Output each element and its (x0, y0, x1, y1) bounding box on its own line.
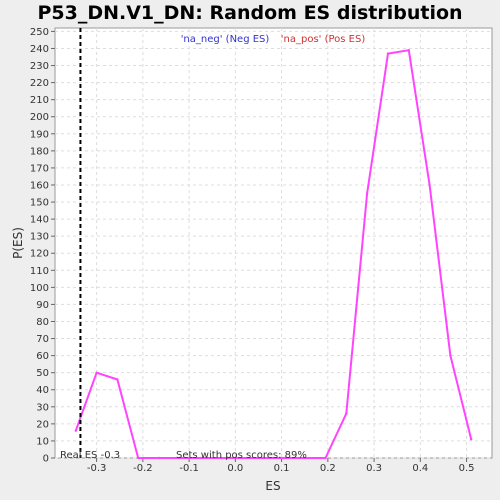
x-tick-label: 0.0 (227, 463, 243, 474)
data-point (261, 456, 265, 460)
data-point (428, 183, 431, 187)
y-tick-label: 40 (36, 385, 49, 396)
series-line (74, 49, 473, 459)
chart-title: P53_DN.V1_DN: Random ES distribution (37, 2, 462, 24)
y-tick-label: 150 (30, 198, 49, 209)
series-layer (74, 48, 473, 460)
data-point (220, 456, 223, 460)
y-tick-label: 80 (36, 317, 49, 328)
data-point (199, 456, 202, 460)
data-point (137, 456, 140, 460)
data-point (116, 378, 119, 381)
data-point (469, 438, 473, 441)
y-tick-label: 110 (30, 266, 49, 277)
y-tick-label: 130 (30, 232, 49, 243)
x-tick-label: -0.2 (133, 463, 153, 474)
y-tick-label: 190 (30, 129, 49, 140)
y-tick-label: 120 (30, 249, 49, 260)
legend-pos-label: 'na_pos' (Pos ES) (281, 34, 366, 45)
y-tick-label: 0 (43, 454, 49, 465)
data-point (282, 456, 286, 460)
y-tick-label: 200 (30, 112, 49, 123)
grid (55, 28, 492, 459)
y-axis-label: P(ES) (11, 227, 25, 259)
data-point (303, 456, 306, 460)
y-tick-label: 140 (30, 215, 49, 226)
y-tick-label: 30 (36, 402, 49, 413)
x-tick-label: 0.3 (366, 463, 382, 474)
data-point (157, 456, 161, 460)
y-tick-label: 70 (36, 334, 49, 345)
pos-scores-annotation: Sets with pos scores: 89% (176, 450, 307, 461)
y-tick-label: 90 (36, 300, 49, 311)
x-tick-label: 0.4 (412, 463, 428, 474)
y-tick-label: 180 (30, 146, 49, 157)
y-tick-label: 160 (30, 180, 49, 191)
y-tick-label: 60 (36, 351, 49, 362)
legend-neg-label: 'na_neg' (Neg ES) (181, 34, 270, 45)
y-tick-label: 100 (30, 283, 49, 294)
y-tick-label: 10 (36, 436, 49, 447)
x-tick-label: 0.2 (320, 463, 336, 474)
data-point (241, 456, 244, 460)
y-tick-label: 250 (30, 27, 49, 38)
y-tick-label: 240 (30, 44, 49, 55)
x-axis-label: ES (265, 479, 280, 493)
data-point (365, 192, 369, 195)
x-tick-label: 0.5 (459, 463, 475, 474)
data-point (178, 456, 182, 460)
data-point (449, 354, 452, 357)
x-tick-label: -0.1 (179, 463, 199, 474)
data-point (74, 429, 78, 432)
x-tick-label: -0.3 (87, 463, 107, 474)
y-tick-label: 210 (30, 95, 49, 106)
real-es-label: Real ES -0.3 (60, 450, 120, 461)
data-point (324, 456, 327, 460)
data-point (345, 412, 348, 415)
data-point (95, 371, 98, 374)
data-point (407, 48, 410, 52)
y-tick-label: 50 (36, 368, 49, 379)
y-tick-label: 20 (36, 419, 49, 430)
axis-ticks: 0 10 20 30 40 50 60 70 80 90 100 110 120 130 140 150 160… (30, 27, 475, 474)
y-tick-label: 170 (30, 163, 49, 174)
y-tick-label: 230 (30, 61, 49, 72)
y-tick-label: 220 (30, 78, 49, 89)
x-tick-label: 0.1 (274, 463, 290, 474)
data-point (386, 52, 390, 55)
